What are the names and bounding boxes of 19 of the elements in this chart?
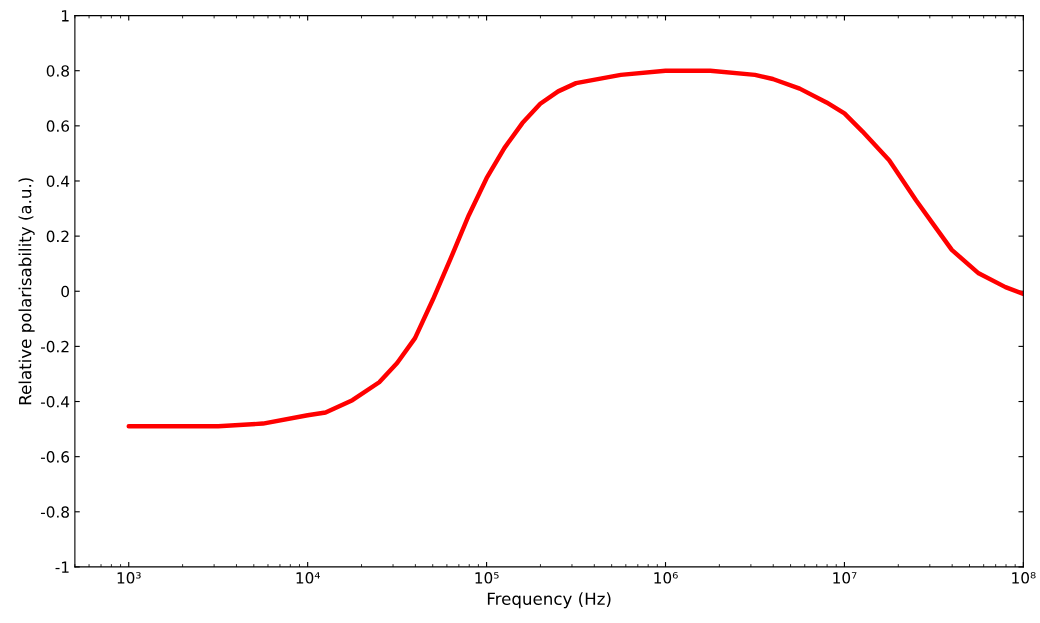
y-tick-label: -1 — [55, 561, 69, 573]
y-tick-label: -0.6 — [40, 451, 70, 463]
y-tick-label: 0 — [61, 285, 69, 298]
x-tick-label: 10⁸ — [1012, 572, 1036, 584]
x-tick-label: 10⁵ — [475, 572, 499, 584]
y-tick-label: 0.8 — [46, 65, 69, 77]
y-axis-title: Relative polarisability (a.u.) — [18, 178, 35, 405]
y-tick-label: 0.2 — [46, 230, 69, 243]
x-tick-label: 10³ — [117, 572, 141, 584]
x-tick-label: 10⁶ — [654, 572, 678, 584]
x-tick-label: 10⁷ — [833, 572, 857, 584]
y-tick-label: 0.4 — [46, 175, 70, 187]
x-axis-title: Frequency (Hz) — [487, 592, 611, 609]
y-tick-label: 1 — [61, 10, 69, 22]
y-tick-label: -0.8 — [40, 506, 69, 518]
y-tick-label: -0.4 — [40, 395, 70, 408]
y-tick-label: -0.2 — [40, 340, 69, 353]
y-tick-label: 0.6 — [46, 120, 70, 132]
x-tick-label: 10⁴ — [296, 572, 320, 584]
